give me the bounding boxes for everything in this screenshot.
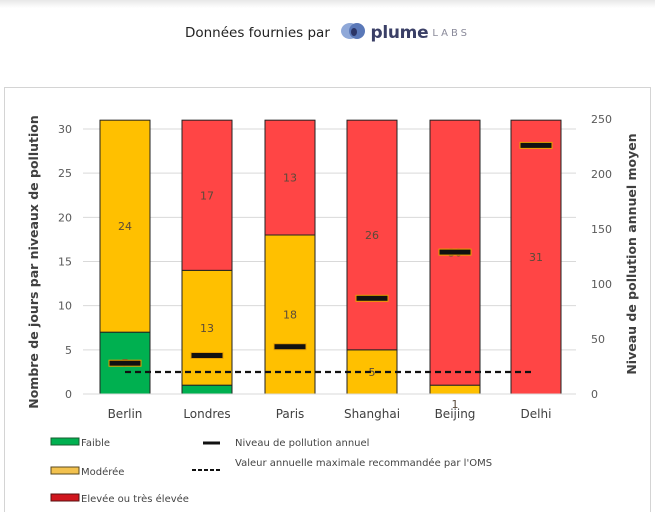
x-tick-label: Londres (183, 407, 230, 421)
bar-delhi: 31 (510, 119, 562, 395)
bar-segment (181, 119, 233, 271)
y2-tick-label: 50 (591, 333, 605, 346)
legend-swatch (50, 493, 80, 502)
x-tick-label: Delhi (521, 407, 552, 421)
legend: Faible Modérée Elevée ou très élevée Niveau… (50, 437, 492, 505)
y-tick-label: 15 (58, 256, 72, 269)
x-tick-label: Shanghai (344, 407, 400, 421)
annual-pollution-marker (108, 359, 142, 367)
segment-value-label: 1 (452, 398, 459, 411)
bar-londres: 13 17 (181, 119, 233, 395)
bar-berlin: 724 (99, 119, 151, 395)
segment-value-label: 5 (369, 366, 376, 379)
segment-value-label: 18 (283, 309, 297, 322)
top-divider (0, 0, 655, 8)
legend-item: Faible (50, 437, 110, 449)
credit-text: Données fournies par (184, 25, 330, 41)
segment-value-label: 13 (200, 322, 214, 335)
bar-segment (181, 384, 233, 395)
annual-pollution-marker (190, 352, 224, 359)
y2-axis-label: Niveau de pollution annuel moyen (624, 133, 639, 374)
annual-pollution-marker (273, 343, 307, 351)
stacked-bars: 7241317181352613031 (99, 119, 562, 411)
legend-label: Elevée ou très élevée (81, 493, 189, 505)
y-tick-label: 0 (65, 388, 72, 401)
legend-label: Faible (81, 438, 110, 449)
gridlines (83, 128, 576, 395)
bar-beijing: 130 (429, 119, 481, 411)
y2-tick-label: 0 (591, 388, 598, 401)
segment-value-label: 17 (200, 189, 214, 202)
segment-value-label: 13 (283, 172, 297, 185)
legend-item: Modérée (50, 466, 124, 478)
y2-tick-label: 250 (591, 113, 612, 126)
bar-segment (264, 119, 316, 236)
legend-swatch (50, 437, 80, 446)
legend-label: Valeur annuelle maximale recommandée par… (235, 457, 492, 469)
bar-segment (99, 119, 151, 333)
legend-item: Niveau de pollution annuel (203, 438, 369, 449)
legend-label: Modérée (81, 466, 124, 478)
data-credit: Données fournies par plume LABS (0, 22, 655, 44)
brand-suffix: LABS (432, 27, 471, 39)
annual-pollution-marker (519, 141, 553, 149)
y-tick-label: 5 (65, 344, 72, 357)
y2-tick-label: 100 (591, 278, 612, 291)
annual-pollution-marker (438, 248, 472, 256)
bar-segment (346, 119, 398, 351)
legend-item: Elevée ou très élevée (50, 493, 189, 505)
plume-labs-logo-icon (340, 22, 366, 44)
legend-item: Valeur annuelle maximale recommandée par… (192, 457, 492, 471)
x-tick-label: Beijing (435, 407, 476, 421)
line-series (108, 141, 553, 374)
y2-tick-label: 200 (591, 168, 612, 181)
bar-segment (181, 269, 233, 386)
x-tick-label: Paris (276, 407, 305, 421)
y-tick-label: 10 (58, 300, 72, 313)
segment-value-label: 26 (365, 229, 379, 242)
y-axis-label: Nombre de jours par niveaux de pollution (26, 115, 41, 409)
bar-segment (429, 384, 481, 395)
segment-value-label: 31 (529, 251, 543, 264)
x-tick-label: Berlin (108, 407, 143, 421)
y-tick-label: 25 (58, 167, 72, 180)
bar-segment (510, 119, 562, 395)
legend-swatch (50, 466, 80, 475)
bar-segment (429, 119, 481, 386)
segment-value-label: 24 (118, 220, 132, 233)
y-tick-label: 20 (58, 211, 72, 224)
y-tick-label: 30 (58, 123, 72, 136)
bar-shanghai: 5 26 (346, 119, 398, 395)
legend-label: Niveau de pollution annuel (235, 438, 369, 449)
brand-name: plume (370, 23, 429, 43)
annual-pollution-marker (355, 294, 389, 302)
y2-tick-label: 150 (591, 223, 612, 236)
